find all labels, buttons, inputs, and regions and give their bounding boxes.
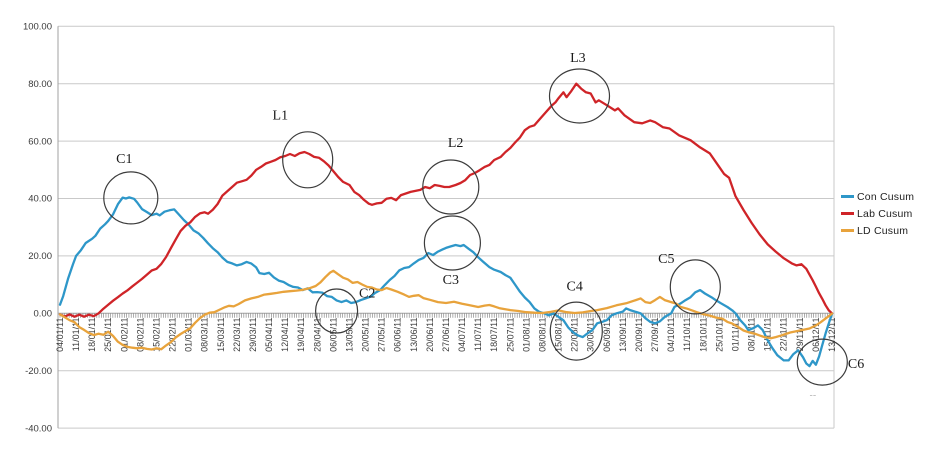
x-tick-label: 29/11/11 (795, 318, 805, 352)
y-axis-labels: 100.00 80.00 60.00 40.00 20.00 0.00 -20.00 -40.… (23, 22, 52, 435)
x-tick-label: 20/05/11 (361, 318, 371, 352)
x-tick-label: 27/05/11 (377, 318, 387, 352)
x-tick-label: 20/06/11 (425, 318, 435, 352)
annotation-label-c6: C6 (848, 357, 864, 372)
x-tick-label: 15/02/11 (152, 318, 162, 352)
y-tick-label: 60.00 (28, 136, 52, 147)
x-tick-label: 08/02/11 (135, 318, 145, 352)
y-tick-label: 80.00 (28, 79, 52, 90)
x-tick-label: 08/08/11 (538, 318, 548, 352)
x-tick-label: 22/03/11 (232, 318, 242, 352)
x-tick-label: 15/08/11 (554, 318, 564, 352)
annotation-label-l1: L1 (273, 109, 289, 124)
x-tick-label: 06/09/11 (602, 318, 612, 352)
annotation-circle-c6[interactable] (796, 338, 848, 386)
x-tick-label: 18/10/11 (698, 318, 708, 352)
y-tick-label: 40.00 (28, 194, 52, 205)
ld-cusum-line-swatch-icon (841, 229, 854, 232)
x-tick-label: 04/01/11 (55, 318, 65, 352)
x-tick-label: 01/03/11 (184, 318, 194, 352)
x-tick-label: 28/04/11 (312, 318, 322, 352)
x-tick-label: 22/02/11 (168, 318, 178, 352)
annotation-circle-c5[interactable] (669, 259, 721, 315)
x-tick-label: 25/10/11 (714, 318, 724, 352)
annotations: C1 L1 L2 C3 C2 C4 C5 L3 C6 (103, 51, 864, 386)
y-tick-label: -20.00 (25, 366, 52, 377)
x-tick-label: 20/09/11 (634, 318, 644, 352)
annotation-circle-l2[interactable] (422, 159, 480, 215)
annotation-circle-c2[interactable] (315, 288, 359, 334)
x-tick-label: 27/09/11 (650, 318, 660, 352)
x-tick-label: 08/11/11 (747, 318, 757, 352)
series-line-con-cusum (58, 196, 834, 368)
annotation-label-l3: L3 (570, 51, 586, 66)
x-tick-label: 06/12/11 (811, 318, 821, 352)
y-tick-label: 0.00 (34, 309, 53, 320)
y-tick-label: -40.00 (25, 423, 52, 434)
annotation-circle-l3[interactable] (548, 68, 611, 124)
x-tick-label: 05/04/11 (264, 318, 274, 352)
x-tick-label: 18/07/11 (489, 318, 499, 352)
x-tick-label: 04/10/11 (666, 318, 676, 352)
x-tick-label: 25/07/11 (505, 318, 515, 352)
x-tick-label: 12/04/11 (280, 318, 290, 352)
con-cusum-line-swatch-icon (841, 195, 854, 198)
x-tick-label: 13/12/11 (827, 318, 837, 352)
legend-label: LD Cusum (857, 224, 909, 237)
annotation-circle-l1[interactable] (282, 131, 334, 189)
x-tick-label: 01/11/11 (731, 318, 741, 352)
gridlines (57, 25, 835, 429)
x-tick-label: 27/06/11 (441, 318, 451, 352)
x-tick-label: 04/07/11 (457, 318, 467, 352)
x-tick-label: 11/01/11 (71, 318, 81, 352)
x-tick-label: 15/11/11 (763, 318, 773, 352)
x-tick-label: 25/01/11 (103, 318, 113, 352)
stray-dashes-artifact: -- (810, 390, 817, 401)
x-tick-label: 01/08/11 (521, 318, 531, 352)
y-tick-label: 100.00 (23, 22, 52, 33)
annotation-label-l2: L2 (448, 136, 464, 151)
legend-label: Con Cusum (857, 190, 915, 203)
legend-item-ld-cusum[interactable]: LD Cusum (841, 224, 914, 237)
chart-legend: Con Cusum Lab Cusum LD Cusum (841, 190, 914, 237)
annotation-label-c1: C1 (116, 152, 132, 167)
x-tick-label: 22/08/11 (570, 318, 580, 352)
x-tick-label: 19/04/11 (296, 318, 306, 352)
annotation-circle-c3[interactable] (423, 215, 481, 271)
x-tick-label: 08/03/11 (200, 318, 210, 352)
x-tick-label: 13/06/11 (409, 318, 419, 352)
series-line-ld-cusum (58, 269, 834, 351)
x-axis-labels: 04/01/11 11/01/11 18/01/11 25/01/11 01/02/11… (55, 318, 837, 352)
y-tick-label: 20.00 (28, 251, 52, 262)
x-tick-label: 15/03/11 (216, 318, 226, 352)
annotation-label-c5: C5 (658, 252, 674, 267)
legend-item-con-cusum[interactable]: Con Cusum (841, 190, 914, 203)
annotation-label-c2: C2 (359, 287, 375, 302)
x-tick-label: 30/08/11 (586, 318, 596, 352)
x-tick-label: 13/09/11 (618, 318, 628, 352)
legend-label: Lab Cusum (857, 207, 913, 220)
x-tick-label: 11/10/11 (682, 318, 692, 352)
legend-item-lab-cusum[interactable]: Lab Cusum (841, 207, 914, 220)
annotation-circle-c4[interactable] (549, 301, 603, 361)
lab-cusum-line-swatch-icon (841, 212, 854, 215)
x-tick-label: 13/05/11 (345, 318, 355, 352)
x-tick-label: 06/05/11 (328, 318, 338, 352)
x-tick-label: 11/07/11 (473, 318, 483, 352)
annotation-circle-c1[interactable] (103, 171, 159, 225)
annotation-label-c3: C3 (443, 273, 459, 288)
series-lines (58, 82, 834, 368)
x-tick-label: 06/06/11 (393, 318, 403, 352)
x-tick-label: 29/03/11 (248, 318, 258, 352)
x-tick-label: 01/02/11 (119, 318, 129, 352)
series-line-lab-cusum (58, 82, 834, 318)
annotation-label-c4: C4 (567, 279, 583, 294)
